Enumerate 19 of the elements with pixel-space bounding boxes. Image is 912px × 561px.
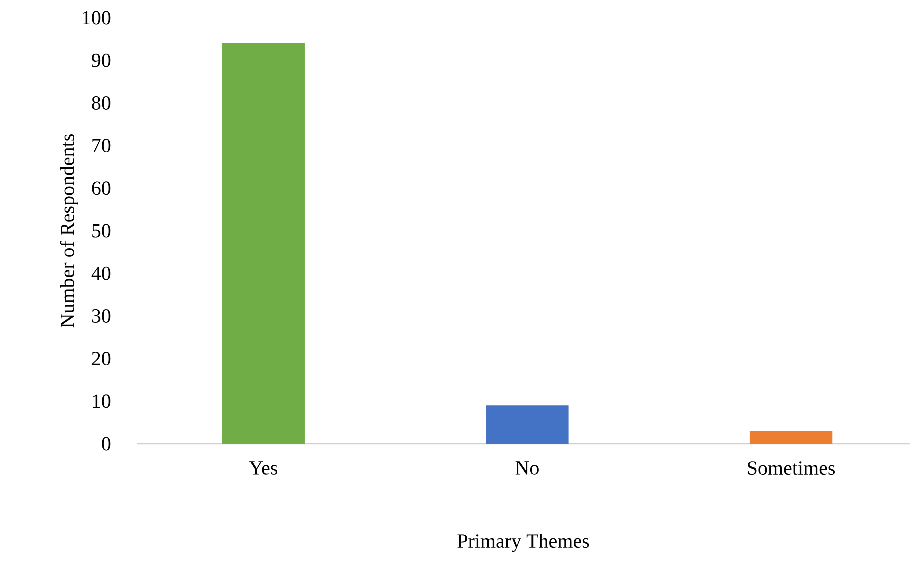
bar	[486, 406, 569, 444]
bar	[222, 44, 305, 444]
bar	[750, 431, 833, 444]
y-tick-label: 70	[92, 139, 111, 153]
y-tick-label: 10	[93, 394, 111, 408]
y-tick-label: 90	[92, 54, 111, 68]
x-axis-title: Primary Themes	[458, 534, 590, 552]
y-tick-label: 80	[92, 96, 111, 110]
x-tick-label: Yes	[249, 462, 278, 475]
y-tick-label: 20	[92, 352, 111, 366]
y-axis-title: Number of Respondents	[60, 134, 78, 328]
y-tick-label: 100	[83, 11, 111, 25]
y-tick-label: 0	[102, 437, 111, 451]
y-tick-label: 60	[92, 182, 111, 196]
x-tick-label: No	[516, 462, 539, 475]
y-tick-label: 30	[92, 309, 111, 323]
x-tick-label: Sometimes	[748, 462, 836, 476]
y-tick-label: 50	[92, 224, 111, 238]
y-tick-label: 40	[92, 266, 111, 280]
